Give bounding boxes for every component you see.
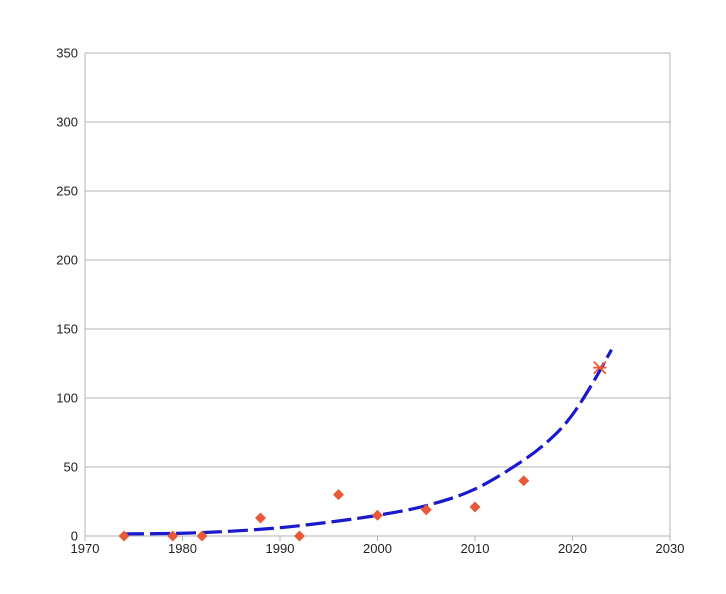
data-point-diamond [469, 501, 481, 513]
x-tick-label: 2020 [558, 541, 587, 556]
x-tick-label: 2030 [656, 541, 685, 556]
grid [85, 52, 670, 537]
axes [84, 53, 671, 541]
y-tick-label: 350 [56, 46, 78, 61]
y-tick-label: 250 [56, 184, 78, 199]
data-points-group [118, 361, 607, 542]
data-point-diamond [294, 530, 305, 542]
data-point-diamond [420, 504, 432, 516]
trendline-group [123, 348, 613, 536]
data-point-diamond [333, 489, 344, 501]
data-point-diamond [372, 509, 383, 521]
trendline [123, 348, 613, 536]
x-axis-tick-labels: 1970 1980 1990 2000 2010 2020 2030 [71, 541, 685, 556]
x-tick-label: 2010 [461, 541, 490, 556]
data-point-diamond [255, 512, 266, 524]
x-tick-label: 2000 [363, 541, 392, 556]
data-point-diamond [118, 530, 130, 542]
data-point-diamond [167, 530, 179, 542]
y-tick-label: 300 [56, 115, 78, 130]
y-tick-label: 100 [56, 391, 78, 406]
x-tick-label: 1990 [266, 541, 295, 556]
x-tick-label: 1980 [168, 541, 197, 556]
y-tick-label: 200 [56, 253, 78, 268]
data-point-diamond [518, 475, 530, 487]
x-tick-label: 1970 [71, 541, 100, 556]
data-point-asterisk [593, 361, 607, 375]
y-tick-label: 50 [64, 460, 78, 475]
y-tick-label: 150 [56, 322, 78, 337]
y-axis-tick-labels: 0 50 100 150 200 250 300 350 [56, 46, 78, 544]
data-point-diamond [196, 530, 208, 542]
y-tick-label: 0 [71, 529, 78, 544]
